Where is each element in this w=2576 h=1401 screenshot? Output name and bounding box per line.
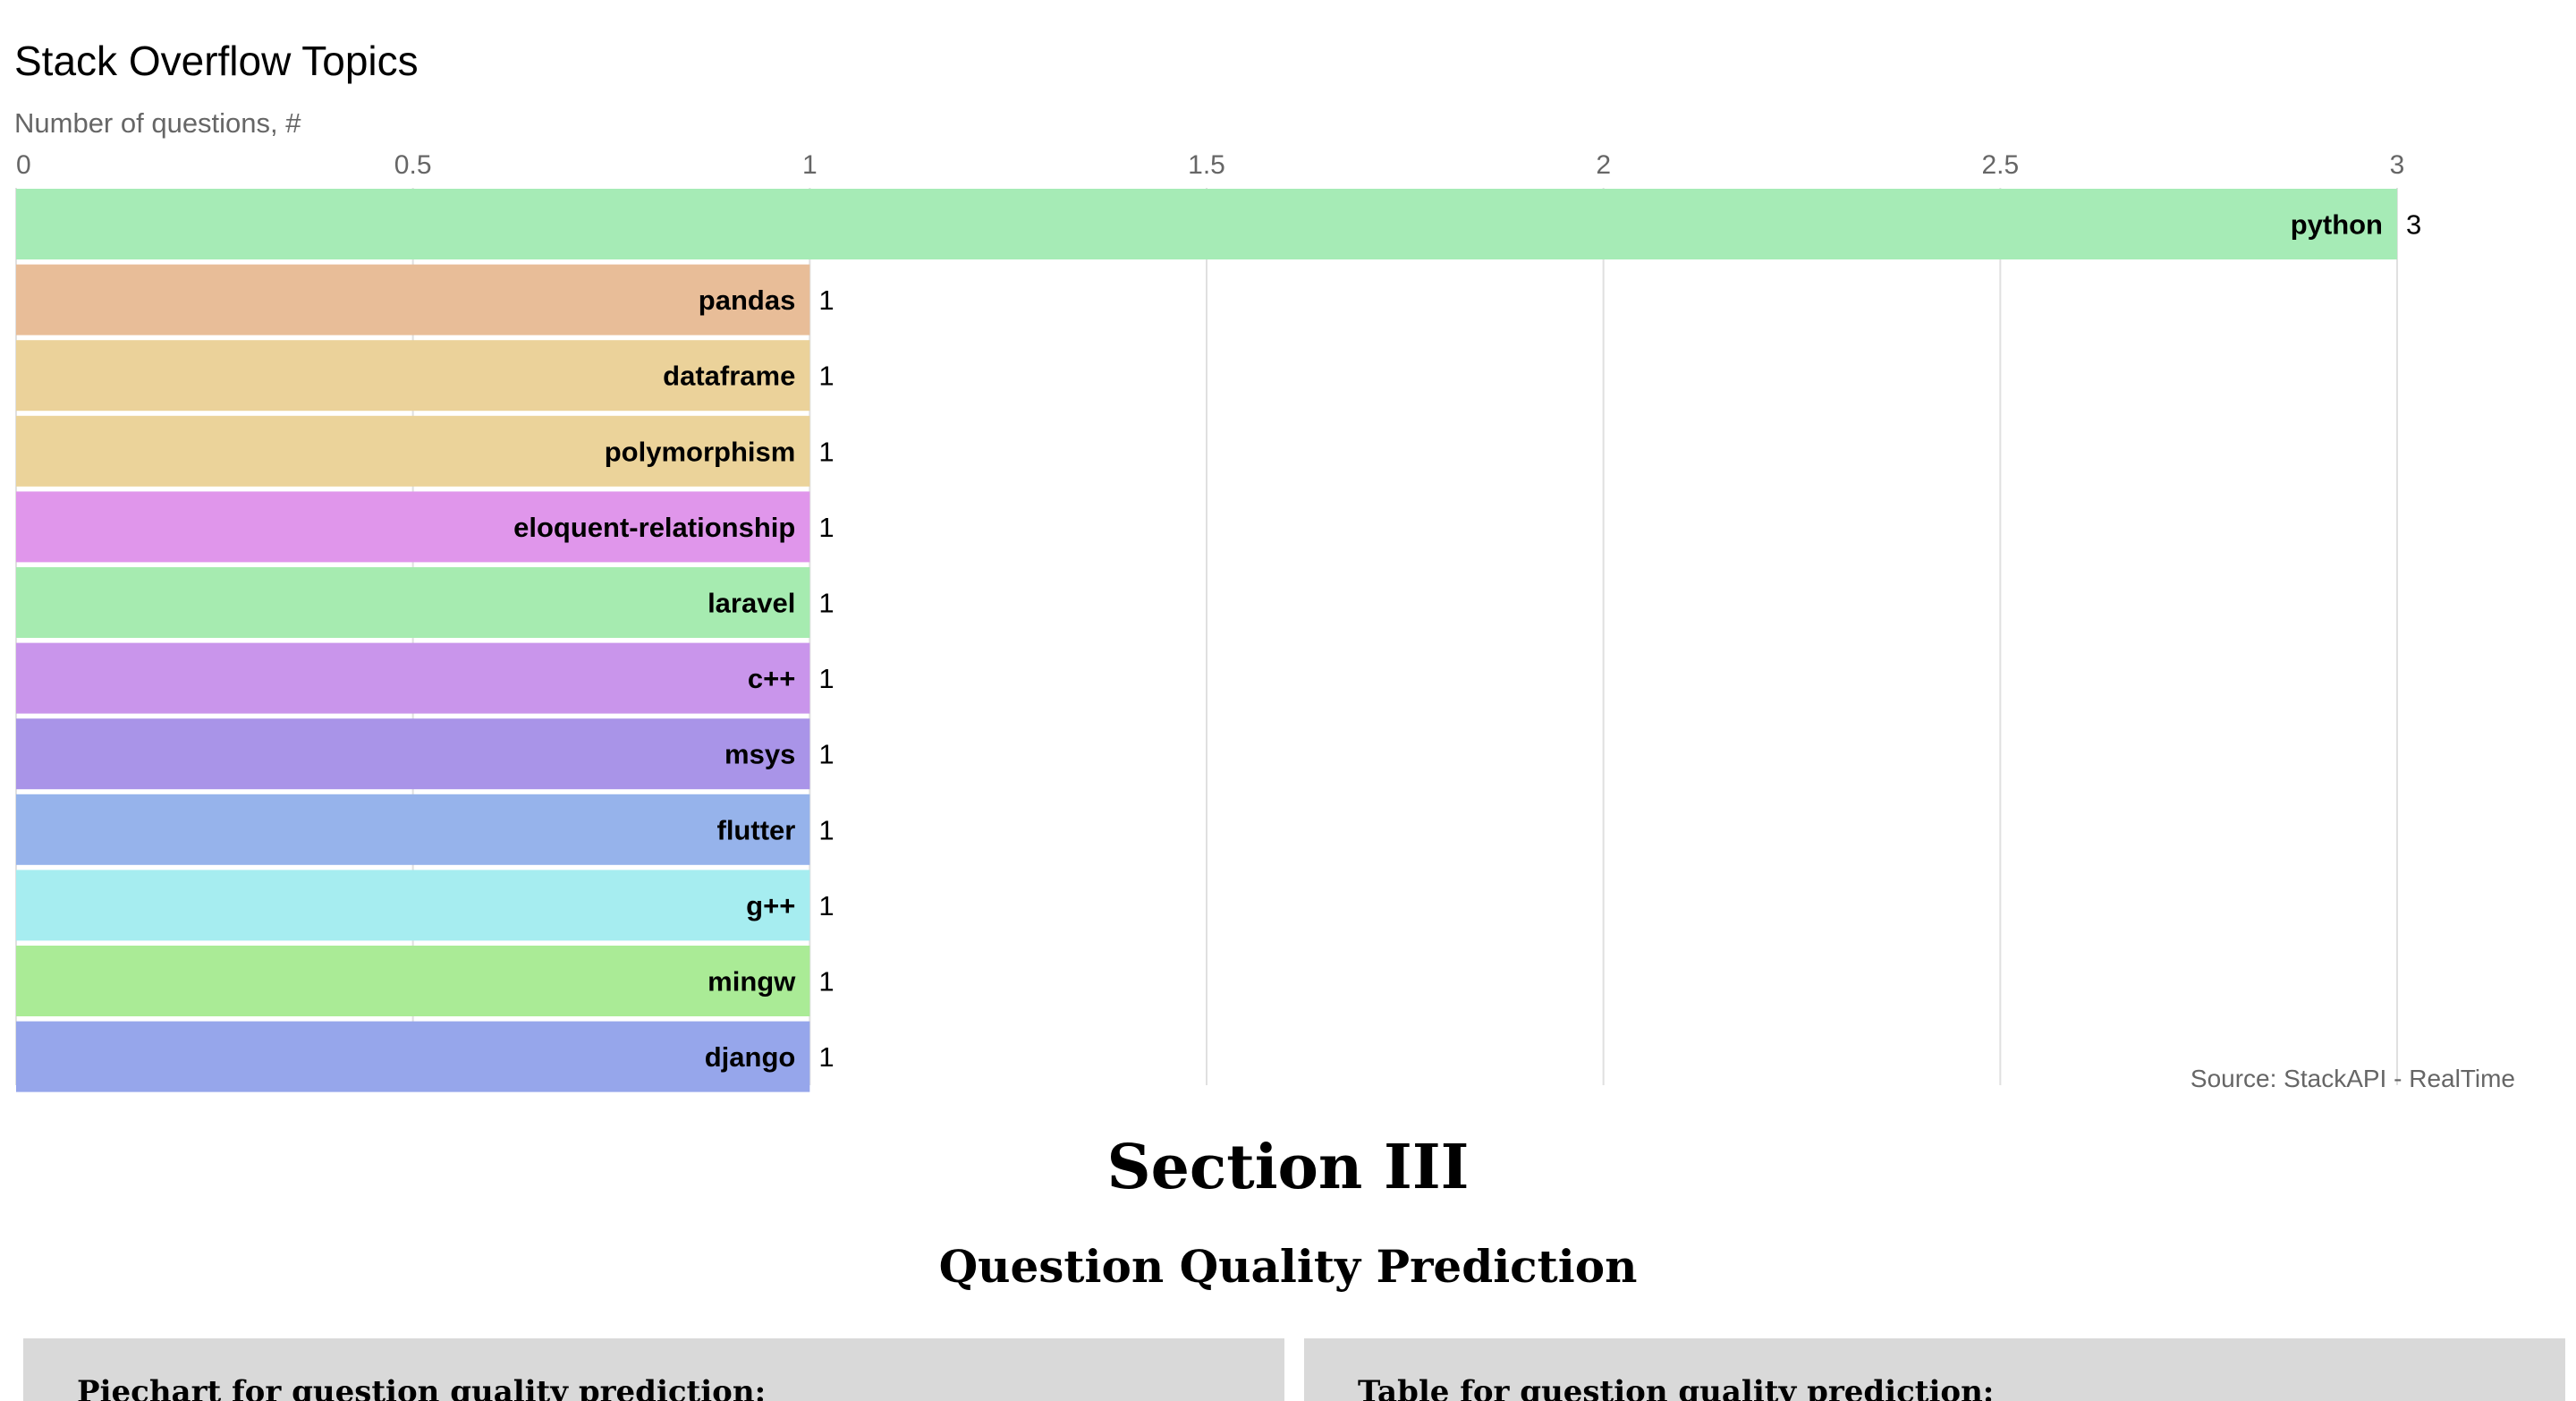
bar-category-label: dataframe — [663, 361, 795, 392]
bar-python — [16, 189, 2397, 259]
bar-laravel — [16, 567, 810, 638]
bar-category-label: flutter — [717, 814, 796, 845]
bar-c++ — [16, 642, 810, 714]
x-tick-label: 2.5 — [1981, 150, 2019, 180]
x-tick-label: 1 — [802, 150, 818, 180]
bar-value-label: 1 — [818, 1041, 834, 1073]
bar-value-label: 1 — [818, 361, 834, 392]
grid-lines: 0 0.5 1 1.5 2 2.5 3 — [15, 150, 2405, 1085]
bar-category-label: laravel — [708, 588, 795, 619]
bar-value-label: 1 — [818, 284, 834, 316]
bar-msys — [16, 718, 810, 790]
section-heading: Section III — [1106, 1132, 1470, 1203]
chart-title: Stack Overflow Topics — [14, 38, 419, 84]
x-tick-label: 0.5 — [394, 150, 432, 180]
bar-category-label: mingw — [708, 966, 796, 998]
x-tick-label: 2 — [1596, 150, 1611, 180]
bar-flutter — [16, 794, 810, 865]
chart-subtitle: Number of questions, # — [14, 107, 301, 139]
piechart-panel-title: Piechart for question quality prediction… — [77, 1374, 767, 1401]
bar-dataframe — [16, 340, 810, 412]
bar-eloquent-relationship — [16, 491, 810, 563]
chart-source: Source: StackAPI - RealTime — [2190, 1065, 2515, 1092]
bar-value-label: 1 — [818, 663, 834, 694]
bar-category-label: python — [2291, 209, 2383, 241]
bar-value-label: 1 — [818, 739, 834, 770]
bar-chart: Stack Overflow Topics Number of question… — [14, 38, 2515, 1092]
bar-category-label: c++ — [748, 663, 795, 694]
bar-polymorphism — [16, 415, 810, 487]
bar-category-label: eloquent-relationship — [513, 512, 795, 543]
bar-mingw — [16, 946, 810, 1016]
bar-category-label: django — [705, 1041, 796, 1073]
bar-value-label: 3 — [2406, 209, 2421, 241]
table-panel-title: Table for question quality prediction: — [1358, 1374, 1995, 1401]
x-tick-label: 3 — [2390, 150, 2405, 180]
bar-value-label: 1 — [818, 436, 834, 467]
bar-pandas — [16, 264, 810, 335]
bar-category-label: msys — [724, 739, 795, 770]
x-tick-label: 0 — [16, 150, 31, 180]
bar-g++ — [16, 870, 810, 941]
bar-value-label: 1 — [818, 966, 834, 998]
section-subheading: Question Quality Prediction — [938, 1240, 1638, 1293]
bar-category-label: g++ — [746, 890, 795, 921]
bar-django — [16, 1021, 810, 1092]
x-tick-label: 1.5 — [1188, 150, 1225, 180]
bar-category-label: pandas — [699, 284, 796, 316]
bars: python 3 pandas 1 dataframe 1 polymorphism 1 elo… — [16, 189, 2421, 1092]
piechart-panel: Piechart for question quality prediction… — [23, 1338, 1284, 1401]
bar-value-label: 1 — [818, 512, 834, 543]
bar-value-label: 1 — [818, 588, 834, 619]
table-panel: Table for question quality prediction: — [1304, 1338, 2565, 1401]
bar-value-label: 1 — [818, 814, 834, 845]
bar-category-label: polymorphism — [605, 436, 796, 467]
bar-value-label: 1 — [818, 890, 834, 921]
